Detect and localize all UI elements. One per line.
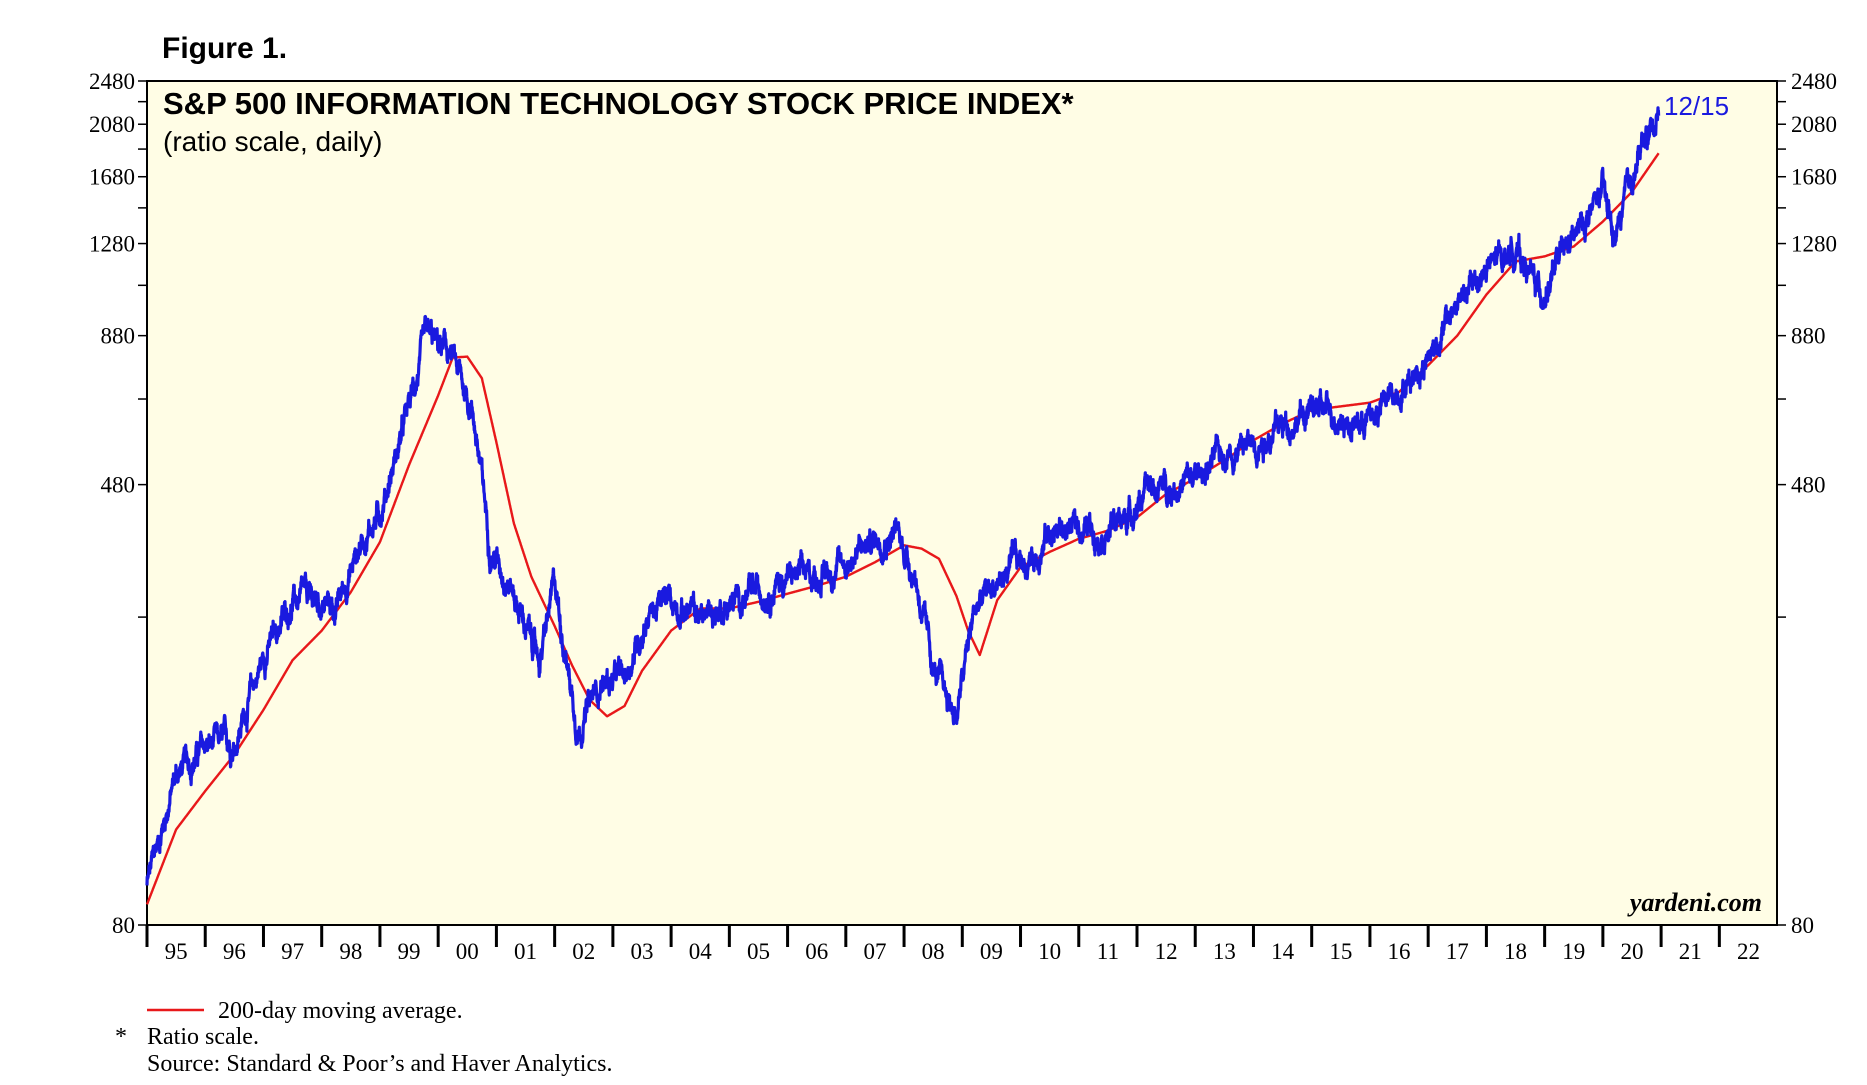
footnote-ratio: Ratio scale. xyxy=(147,1024,259,1050)
y-tick-label-left: 880 xyxy=(101,324,136,349)
last-date-label: 12/15 xyxy=(1664,91,1729,121)
x-tick-label: 96 xyxy=(223,939,246,964)
x-tick-label: 05 xyxy=(747,939,770,964)
x-tick-label: 18 xyxy=(1504,939,1527,964)
y-tick-label-right: 2080 xyxy=(1791,112,1837,137)
x-tick-label: 14 xyxy=(1271,939,1295,964)
chart-subtitle: (ratio scale, daily) xyxy=(163,126,382,157)
watermark: yardeni.com xyxy=(1627,888,1762,917)
y-tick-label-right: 80 xyxy=(1791,913,1814,938)
y-tick-label-right: 2480 xyxy=(1791,69,1837,94)
x-tick-label: 22 xyxy=(1737,939,1760,964)
x-tick-label: 98 xyxy=(339,939,362,964)
x-tick-label: 04 xyxy=(689,939,713,964)
footnote-asterisk: * xyxy=(115,1024,127,1050)
y-tick-label-left: 1680 xyxy=(89,165,135,190)
x-tick-label: 16 xyxy=(1388,939,1411,964)
figure-label: Figure 1. xyxy=(162,32,287,65)
series-line-index xyxy=(145,106,1661,886)
x-tick-label: 17 xyxy=(1446,939,1469,964)
x-tick-label: 08 xyxy=(922,939,945,964)
x-tick-label: 13 xyxy=(1213,939,1236,964)
left-axis: 80 480 880 1280 1680 2080 2480 xyxy=(89,69,147,938)
legend-ma-label: 200-day moving average. xyxy=(218,998,463,1024)
x-tick-label: 19 xyxy=(1562,939,1585,964)
x-tick-label: 95 xyxy=(165,939,188,964)
y-tick-label-right: 480 xyxy=(1791,473,1826,498)
y-tick-label-right: 880 xyxy=(1791,324,1826,349)
x-tick-label: 07 xyxy=(863,939,886,964)
y-tick-label-right: 1280 xyxy=(1791,232,1837,257)
x-tick-label: 21 xyxy=(1679,939,1702,964)
chart-title: S&P 500 INFORMATION TECHNOLOGY STOCK PRI… xyxy=(163,86,1075,121)
plot-area xyxy=(146,80,1778,926)
x-tick-label: 01 xyxy=(514,939,537,964)
right-axis: 80 480 880 1280 1680 2080 2480 xyxy=(1777,69,1837,938)
x-tick-label: 12 xyxy=(1155,939,1178,964)
x-tick-label: 20 xyxy=(1620,939,1643,964)
x-tick-label: 10 xyxy=(1038,939,1061,964)
x-tick-label: 09 xyxy=(980,939,1003,964)
x-axis: 95 96 97 98 99 00 01 02 03 04 05 06 07 08 09 10 11 12 13 14… xyxy=(145,925,1760,964)
y-tick-label-left: 2080 xyxy=(89,112,135,137)
x-tick-label: 02 xyxy=(572,939,595,964)
y-tick-label-left: 80 xyxy=(112,913,135,938)
y-tick-label-right: 1680 xyxy=(1791,165,1837,190)
x-tick-label: 97 xyxy=(281,939,304,964)
x-tick-label: 11 xyxy=(1097,939,1119,964)
x-tick-label: 99 xyxy=(398,939,421,964)
y-tick-label-left: 1280 xyxy=(89,232,135,257)
x-tick-label: 06 xyxy=(805,939,828,964)
footnote-source: Source: Standard & Poor’s and Haver Anal… xyxy=(147,1051,612,1077)
y-tick-label-left: 480 xyxy=(101,473,136,498)
x-tick-label: 03 xyxy=(630,939,653,964)
y-tick-label-left: 2480 xyxy=(89,69,135,94)
x-tick-label: 15 xyxy=(1329,939,1352,964)
x-tick-label: 00 xyxy=(456,939,479,964)
